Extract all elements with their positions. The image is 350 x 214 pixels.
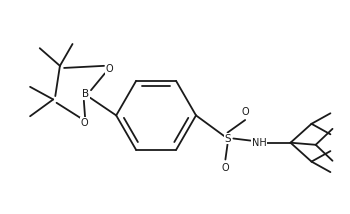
Text: S: S: [224, 134, 231, 144]
Text: B: B: [82, 89, 90, 99]
Text: O: O: [222, 163, 229, 173]
Text: O: O: [241, 107, 249, 117]
Text: NH: NH: [252, 138, 266, 148]
Text: O: O: [105, 64, 113, 74]
Text: O: O: [80, 118, 88, 128]
